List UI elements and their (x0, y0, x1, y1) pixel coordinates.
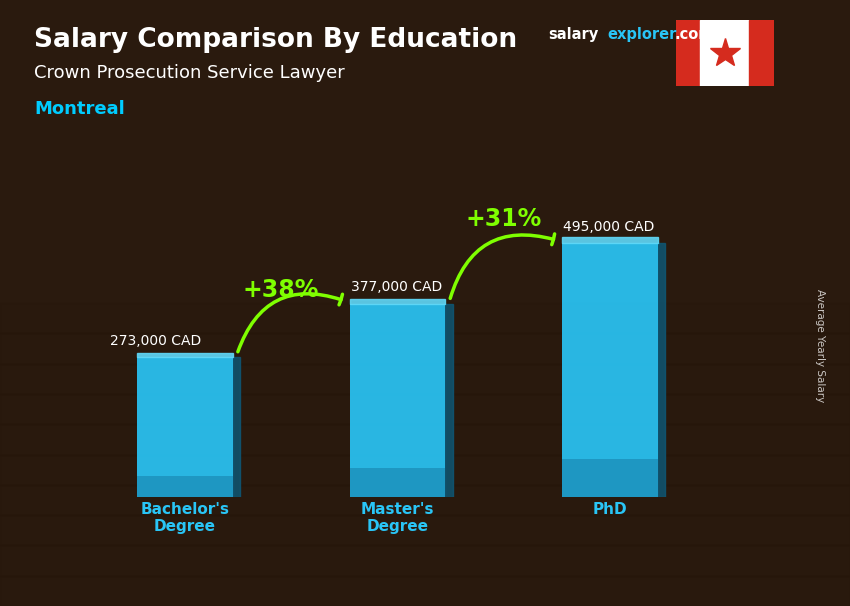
Bar (349, 304, 445, 497)
Bar (658, 243, 666, 497)
Text: explorer: explorer (608, 27, 677, 42)
Text: 495,000 CAD: 495,000 CAD (563, 220, 654, 234)
Text: 377,000 CAD: 377,000 CAD (350, 281, 442, 295)
Bar (137, 476, 233, 497)
Bar (349, 468, 445, 497)
Bar (349, 299, 445, 304)
Text: 273,000 CAD: 273,000 CAD (110, 334, 201, 348)
Text: Average Yearly Salary: Average Yearly Salary (815, 289, 825, 402)
Text: .com: .com (674, 27, 713, 42)
Text: +31%: +31% (466, 207, 541, 231)
Bar (562, 237, 658, 243)
Bar (562, 243, 658, 497)
Bar (445, 304, 453, 497)
Text: salary: salary (548, 27, 598, 42)
Bar (233, 357, 241, 497)
Text: Montreal: Montreal (34, 100, 125, 118)
Bar (676, 21, 700, 85)
Bar (137, 353, 233, 357)
Bar (700, 21, 749, 85)
Bar (749, 21, 774, 85)
Bar (137, 357, 233, 497)
Text: +38%: +38% (242, 278, 319, 302)
Text: Salary Comparison By Education: Salary Comparison By Education (34, 27, 517, 53)
Text: Crown Prosecution Service Lawyer: Crown Prosecution Service Lawyer (34, 64, 345, 82)
Bar (562, 459, 658, 497)
